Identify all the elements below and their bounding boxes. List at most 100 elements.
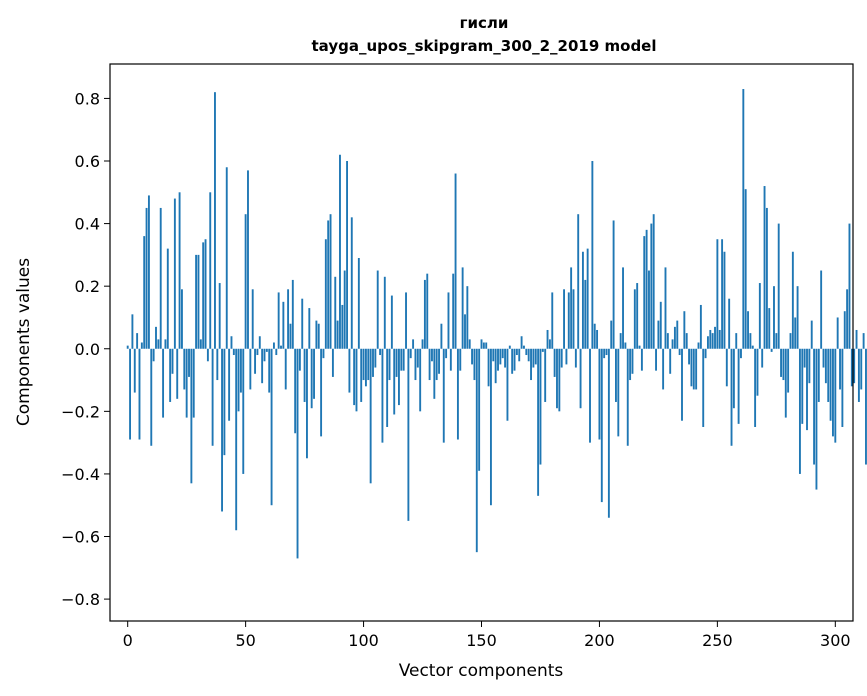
bar: [291, 279, 294, 349]
bar: [159, 207, 162, 349]
bar: [789, 333, 792, 349]
y-tick-label: −0.2: [61, 402, 100, 421]
bar: [860, 348, 863, 390]
bar: [381, 348, 384, 443]
bar: [256, 348, 259, 356]
bar: [402, 348, 405, 371]
chart-title: гисли: [460, 14, 509, 32]
bar: [473, 348, 476, 381]
bar: [150, 348, 153, 446]
bar: [643, 236, 646, 349]
bar: [485, 342, 488, 349]
bar: [492, 348, 495, 362]
bar: [468, 339, 471, 349]
bar: [678, 348, 681, 356]
bar: [261, 348, 264, 384]
bar: [666, 333, 669, 349]
bar: [624, 342, 627, 349]
bar: [817, 348, 820, 402]
bar: [787, 348, 790, 393]
bar: [749, 333, 752, 349]
bar: [671, 339, 674, 349]
bar: [289, 323, 292, 349]
bar: [303, 348, 306, 402]
bar: [388, 348, 391, 381]
bar: [777, 223, 780, 349]
bar: [482, 342, 485, 349]
bar: [405, 292, 407, 349]
bar: [324, 239, 327, 349]
bar: [339, 154, 341, 349]
bar: [445, 348, 448, 359]
bar: [636, 283, 639, 349]
bar: [320, 348, 323, 437]
bar: [610, 320, 613, 349]
bar: [263, 348, 266, 362]
bar: [711, 333, 714, 349]
bar: [539, 348, 542, 465]
bar: [409, 348, 412, 359]
bar: [763, 186, 766, 349]
bar: [313, 348, 315, 399]
bar: [221, 348, 223, 512]
bar: [537, 348, 540, 496]
bar: [735, 333, 738, 349]
bar: [202, 242, 205, 349]
bar: [728, 298, 731, 349]
bar: [600, 348, 603, 503]
bar: [765, 207, 768, 349]
bar: [740, 348, 742, 359]
bar: [525, 348, 528, 356]
bar: [808, 348, 811, 384]
bar: [652, 214, 655, 349]
bar: [737, 348, 740, 424]
bar: [364, 348, 367, 387]
bar: [317, 323, 320, 349]
x-tick-label: 200: [584, 631, 615, 650]
bar: [607, 348, 610, 518]
bar: [725, 348, 728, 387]
bar: [398, 348, 400, 406]
bar: [489, 348, 492, 506]
bar: [244, 214, 247, 349]
bar: [640, 348, 643, 371]
bar: [280, 345, 282, 349]
bar: [775, 333, 778, 349]
bar: [218, 283, 221, 349]
bar: [199, 339, 202, 349]
bar: [145, 207, 148, 349]
bar: [591, 161, 594, 349]
bar: [494, 348, 497, 384]
bar: [162, 348, 165, 418]
bar: [433, 348, 436, 399]
bar: [423, 279, 426, 349]
bar: [617, 348, 620, 437]
bar: [688, 348, 691, 365]
bar: [247, 170, 249, 349]
y-tick-label: 0.0: [75, 340, 100, 359]
bar: [393, 348, 396, 415]
bar: [275, 348, 278, 356]
bar: [355, 348, 358, 412]
x-tick-label: 300: [820, 631, 851, 650]
bar: [306, 348, 308, 459]
bar: [390, 295, 393, 349]
bar: [386, 348, 389, 427]
bar: [497, 348, 499, 371]
x-tick-label: 50: [235, 631, 255, 650]
bar: [530, 348, 532, 381]
bar: [508, 345, 511, 349]
bar: [185, 348, 188, 418]
bar: [329, 214, 332, 349]
bar: [133, 348, 136, 393]
bar: [657, 320, 660, 349]
bar: [768, 308, 771, 349]
bar: [374, 348, 377, 368]
bar: [732, 348, 735, 409]
bar: [615, 348, 617, 402]
bar: [379, 348, 382, 356]
bar: [232, 348, 235, 356]
bar: [513, 348, 516, 371]
bar: [456, 348, 459, 440]
